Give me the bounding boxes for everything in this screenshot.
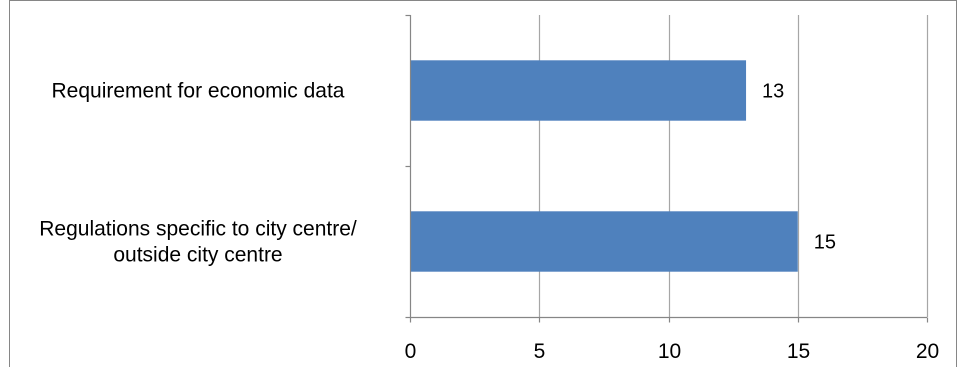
- bar-0: [410, 60, 747, 121]
- x-tick-label-5: 5: [534, 340, 546, 363]
- axes: [405, 14, 929, 323]
- chart-border: [9, 0, 957, 372]
- labels: 13 Requirement for economic data 15 Regulat…: [39, 80, 939, 364]
- category-label-1-1: outside city centre: [113, 244, 282, 267]
- data-label-0: 13: [762, 81, 784, 103]
- x-tick-label-10: 10: [658, 340, 681, 363]
- bar-1: [410, 211, 798, 272]
- category-label-0-0: Requirement for economic data: [52, 80, 345, 103]
- category-label-1-0: Regulations specific to city centre/: [39, 218, 357, 241]
- bars: [410, 60, 798, 272]
- x-tick-label-15: 15: [787, 340, 810, 363]
- x-tick-label-0: 0: [405, 340, 417, 363]
- data-label-1: 15: [814, 232, 836, 254]
- x-tick-label-20: 20: [916, 340, 939, 363]
